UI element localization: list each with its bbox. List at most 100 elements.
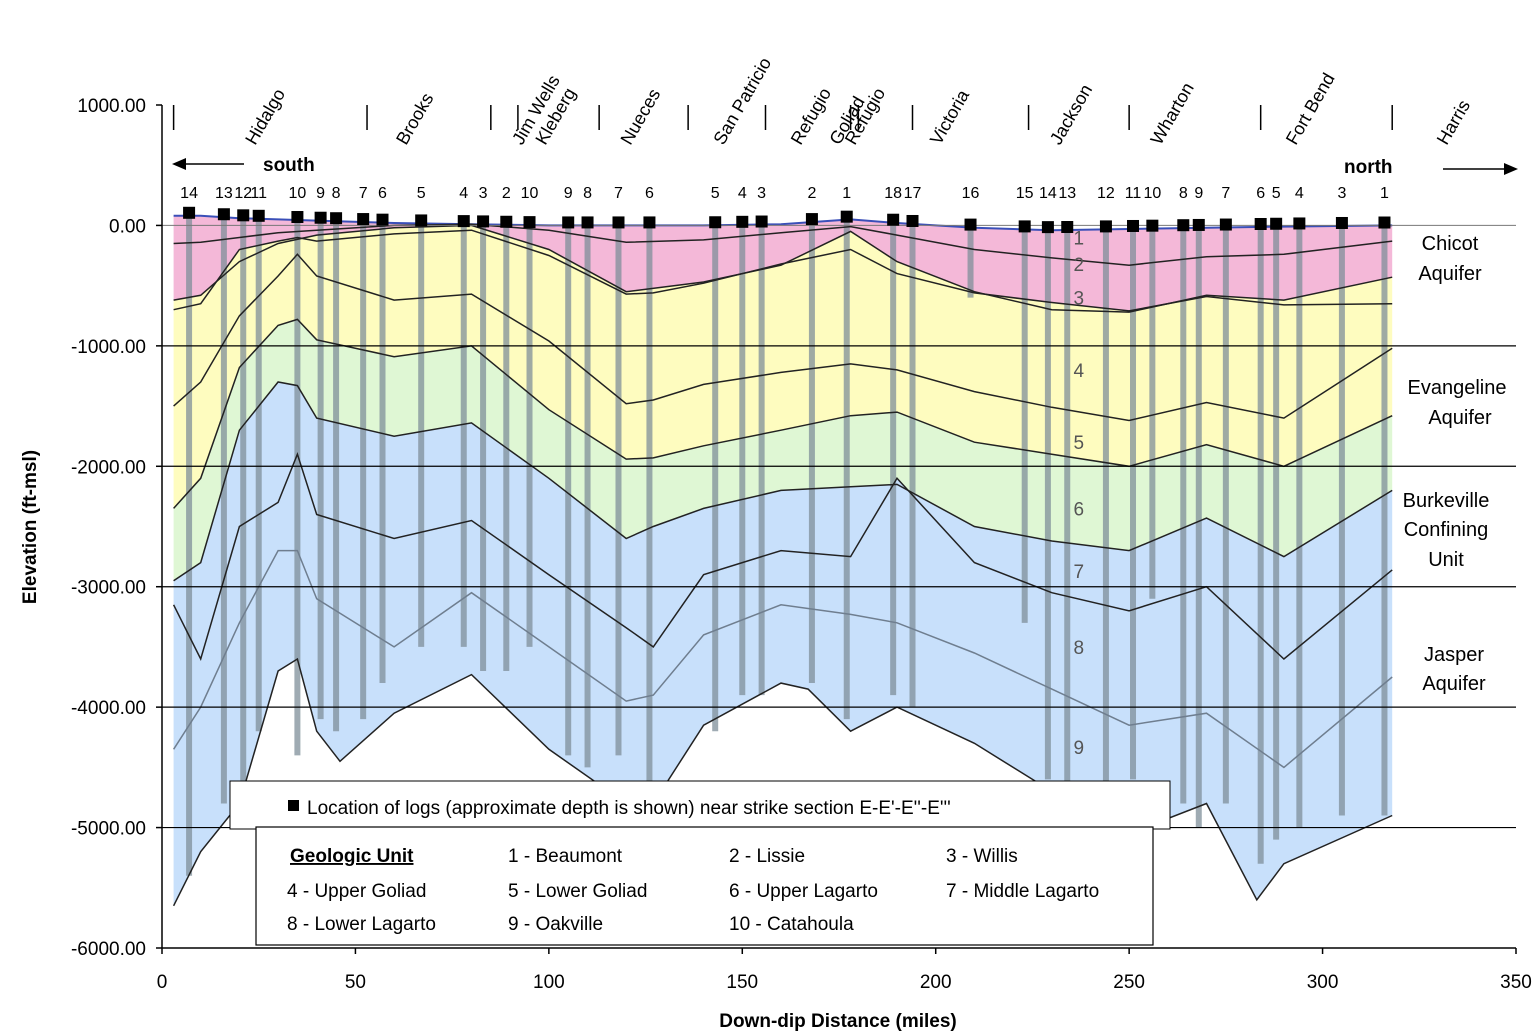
log-marker bbox=[1254, 217, 1267, 230]
y-tick-label: -3000.00 bbox=[71, 578, 146, 599]
aquifer-label-chicot-1: Chicot bbox=[1422, 233, 1479, 255]
log-marker-label: 7 bbox=[1221, 185, 1230, 202]
x-axis-title: Down-dip Distance (miles) bbox=[719, 1011, 957, 1032]
unit-number-label: 7 bbox=[1074, 562, 1085, 583]
log-marker bbox=[1061, 221, 1074, 234]
log-marker-label: 10 bbox=[289, 185, 307, 202]
unit-number-labels: 1 2 3 4 5 6 7 8 9 bbox=[1074, 228, 1085, 758]
log-marker-label: 8 bbox=[332, 185, 341, 202]
log-marker-label: 3 bbox=[1337, 185, 1346, 202]
log-marker-label: 18 bbox=[884, 185, 902, 202]
county-label: Wharton bbox=[1146, 79, 1197, 148]
log-marker bbox=[1270, 217, 1283, 230]
log-marker-label: 13 bbox=[1058, 185, 1076, 202]
x-tick-label: 200 bbox=[920, 972, 952, 993]
log-marker bbox=[1127, 219, 1140, 232]
log-marker-label: 10 bbox=[521, 185, 539, 202]
log-marker-label: 14 bbox=[1039, 185, 1057, 202]
aquifer-label-evangeline-1: Evangeline bbox=[1408, 377, 1507, 399]
log-marker-label: 12 bbox=[1097, 185, 1115, 202]
x-tick-label: 50 bbox=[345, 972, 366, 993]
county-label: Hidalgo bbox=[241, 85, 289, 148]
x-tick-label: 150 bbox=[726, 972, 758, 993]
y-tick-label: -4000.00 bbox=[71, 698, 146, 719]
log-marker-label: 4 bbox=[738, 185, 747, 202]
log-marker bbox=[252, 209, 265, 222]
log-marker-label: 17 bbox=[904, 185, 922, 202]
unit-number-label: 1 bbox=[1074, 228, 1085, 249]
aquifer-label-evangeline-2: Aquifer bbox=[1428, 407, 1492, 429]
unit-fills bbox=[173, 215, 1393, 906]
log-marker-label: 10 bbox=[1143, 185, 1161, 202]
log-marker bbox=[291, 211, 304, 224]
log-marker bbox=[330, 212, 343, 225]
log-marker-label: 1 bbox=[1380, 185, 1389, 202]
unit-contact-line bbox=[173, 229, 1393, 312]
log-marker-label: 9 bbox=[316, 185, 325, 202]
log-marker-label: 8 bbox=[1179, 185, 1188, 202]
log-marker bbox=[612, 216, 625, 229]
log-marker bbox=[1219, 218, 1232, 231]
log-marker bbox=[887, 213, 900, 226]
unit-contact-line bbox=[172, 549, 1393, 769]
log-marker bbox=[736, 215, 749, 228]
y-tick-label: -2000.00 bbox=[71, 457, 146, 478]
unit-band bbox=[173, 215, 1393, 266]
unit-number-label: 6 bbox=[1074, 499, 1085, 520]
unit-band bbox=[173, 454, 1393, 768]
log-location-annotation: Location of logs (approximate depth is s… bbox=[229, 780, 1171, 830]
y-tick-label: -1000.00 bbox=[71, 337, 146, 358]
log-marker bbox=[477, 215, 490, 228]
log-marker-label: 2 bbox=[502, 185, 511, 202]
log-marker bbox=[709, 216, 722, 229]
legend-item: 2 - Lissie bbox=[729, 846, 805, 867]
log-marker bbox=[1293, 217, 1306, 230]
unit-band bbox=[173, 319, 1393, 581]
aquifer-label-burkeville-3: Unit bbox=[1428, 549, 1464, 571]
log-marker-label: 5 bbox=[417, 185, 426, 202]
county-label: Brooks bbox=[392, 89, 437, 148]
log-marker-label: 6 bbox=[378, 185, 387, 202]
aquifer-label-jasper-1: Jasper bbox=[1424, 644, 1484, 666]
annotation-text: Location of logs (approximate depth is s… bbox=[307, 798, 951, 819]
unit-contact-line bbox=[173, 381, 1393, 582]
unit-contact-line bbox=[173, 318, 1393, 509]
log-marker-label: 2 bbox=[807, 185, 816, 202]
x-tick-label: 100 bbox=[533, 972, 565, 993]
unit-band bbox=[173, 550, 1393, 906]
log-marker bbox=[314, 211, 327, 224]
unit-contact-line bbox=[172, 451, 1393, 662]
log-marker-label: 11 bbox=[250, 185, 267, 202]
well-logs bbox=[186, 215, 1388, 876]
aquifer-label-jasper-2: Aquifer bbox=[1422, 673, 1486, 695]
log-marker-label: 7 bbox=[614, 185, 623, 202]
x-tick-label: 250 bbox=[1113, 972, 1145, 993]
log-marker bbox=[581, 216, 594, 229]
log-marker bbox=[183, 206, 196, 219]
log-marker bbox=[376, 213, 389, 226]
log-marker bbox=[523, 216, 536, 229]
log-marker-label: 7 bbox=[359, 185, 368, 202]
legend-item: 5 - Lower Goliad bbox=[508, 881, 647, 902]
unit-number-label: 5 bbox=[1074, 433, 1085, 454]
log-marker bbox=[1041, 221, 1054, 234]
north-label: north bbox=[1344, 157, 1393, 178]
log-marker bbox=[457, 215, 470, 228]
log-marker-label: 9 bbox=[564, 185, 573, 202]
unit-band bbox=[173, 382, 1393, 659]
y-tick-label: -5000.00 bbox=[71, 819, 146, 840]
aquifer-label-chicot-2: Aquifer bbox=[1418, 263, 1482, 285]
log-marker bbox=[1378, 216, 1391, 229]
north-arrow: north bbox=[1344, 157, 1518, 178]
unit-number-label: 4 bbox=[1074, 361, 1085, 382]
log-marker-label: 11 bbox=[1125, 185, 1142, 202]
unit-band bbox=[173, 230, 1393, 421]
x-tick-label: 0 bbox=[157, 972, 168, 993]
log-marker-label: 9 bbox=[1194, 185, 1203, 202]
log-marker bbox=[805, 213, 818, 226]
log-marker-label: 12 bbox=[234, 185, 252, 202]
log-marker bbox=[1177, 219, 1190, 232]
unit-contact-line bbox=[173, 253, 1393, 422]
